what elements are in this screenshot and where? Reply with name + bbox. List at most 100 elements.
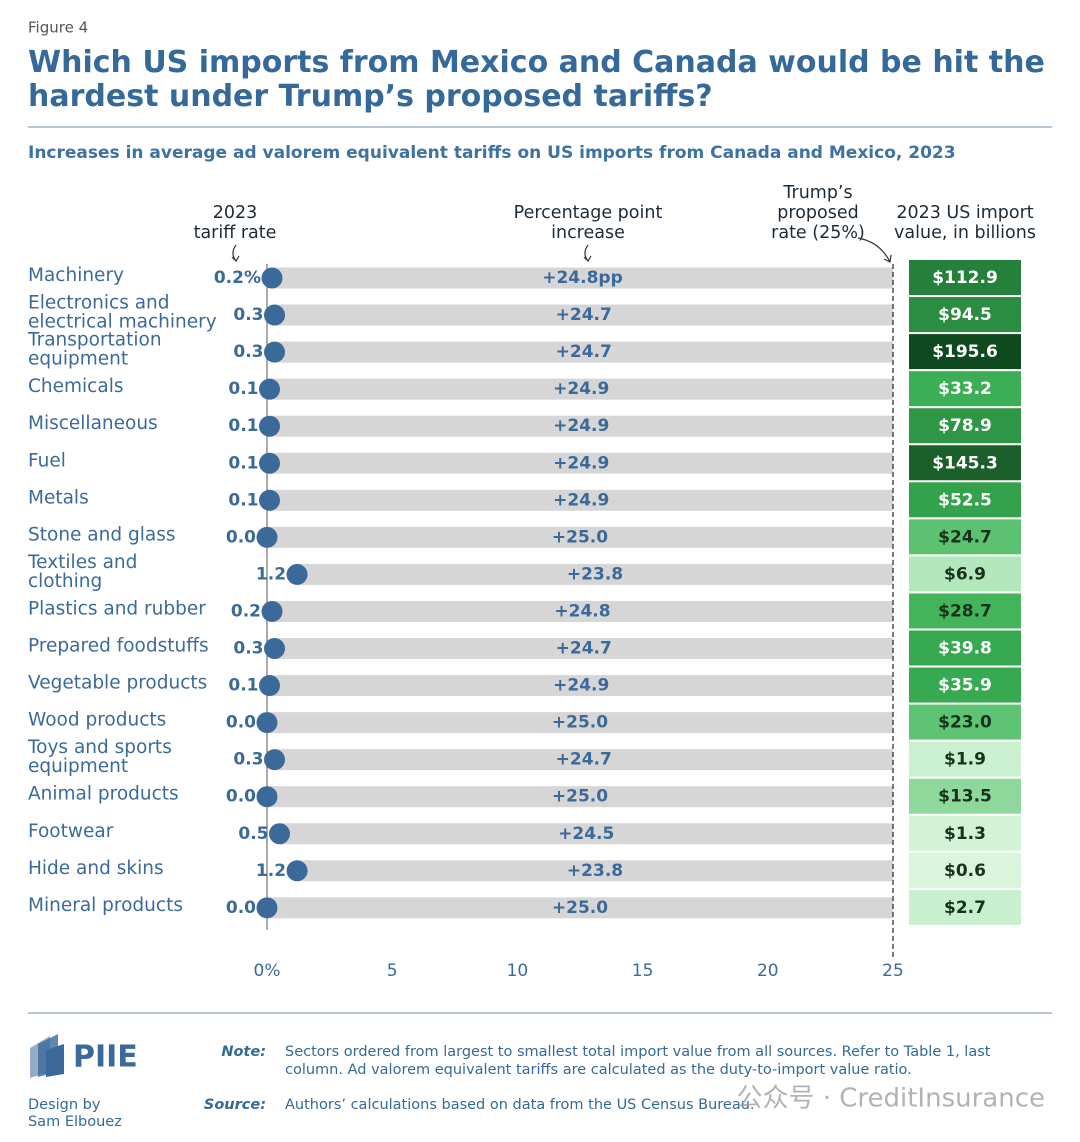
increase-label: +24.7 [556,639,612,659]
rate-dot [256,526,278,548]
series-header: Percentage point increase [514,203,663,243]
rate-dot [259,675,281,697]
figure-label: Figure 4 [28,19,88,37]
rate-label: 0.3 [233,342,263,362]
increase-label: +25.0 [552,527,608,547]
rate-label: 0.1 [228,416,258,436]
import-label: $28.7 [938,601,992,621]
increase-label: +24.7 [556,750,612,770]
increase-label: +24.9 [553,416,609,436]
import-label: $112.9 [932,268,998,288]
arrow [231,244,240,262]
import-box [909,260,1021,295]
note-label: Note: [221,1044,266,1060]
rate-label: 0.0 [226,898,256,918]
increase-label: +23.8 [567,861,623,881]
import-label: $195.6 [932,342,998,362]
logo-text: PIIE [73,1040,138,1075]
category-label: Vegetable products [28,673,207,694]
increase-bar [267,712,893,734]
category-label: Toys and sports equipment [27,737,172,777]
watermark: 公众号 · CreditInsurance [736,1084,1045,1114]
import-label: $2.7 [944,898,986,918]
import-label: $24.7 [938,527,992,547]
x-tick-label: 5 [387,961,398,981]
rate-dot [259,378,281,400]
category-label: Electronics and electrical machinery [28,293,217,333]
import-box [909,630,1021,666]
increase-label: +24.9 [553,676,609,696]
x-tick-label: 0% [254,961,281,981]
increase-label: +24.9 [553,490,609,510]
increase-bar [279,823,893,845]
import-box [909,371,1021,407]
increase-label: +24.5 [558,824,614,844]
increase-bar [274,341,894,363]
rate-label: 0.5 [238,824,268,844]
category-label: Transportation equipment [27,330,162,370]
import-box [909,778,1021,814]
arrow [583,244,592,262]
rate-label: 1.2 [256,861,286,881]
import-label: $145.3 [932,453,998,473]
rate-label: 0.1 [228,490,258,510]
increase-bar [269,489,893,511]
category-label: Mineral products [28,895,183,916]
increase-bar [272,267,893,289]
increase-bar [267,526,893,548]
increase-label: +24.8pp [542,268,623,288]
column-header: 2023 US import value, in billions [894,203,1036,243]
category-label: Metals [28,487,89,508]
rate-label: 0.0 [226,527,256,547]
rate-label: 1.2 [256,564,286,584]
rate-dot [269,823,291,845]
rate-dot [256,897,278,919]
increase-bar [269,378,893,400]
import-box [909,852,1021,888]
increase-bar [274,638,894,659]
import-box [909,482,1021,518]
rate-dot [256,786,278,808]
increase-bar [297,563,894,585]
import-label: $33.2 [938,379,992,399]
source: Authors’ calculations based on data from… [285,1097,755,1113]
increase-bar [269,415,893,437]
rate-dot [259,452,281,474]
rate-label: 0.2% [214,268,261,288]
category-label: Stone and glass [28,524,176,545]
x-tick-label: 15 [632,961,654,981]
chart-subtitle: Increases in average ad valorem equivale… [28,143,956,163]
credit: Design by Sam Elbouez [28,1097,122,1130]
rate-label: 0.3 [233,305,263,325]
increase-label: +25.0 [552,898,608,918]
category-label: Plastics and rubber [28,598,206,619]
source-label: Source: [204,1097,266,1113]
rate-label: 0.1 [228,379,258,399]
increase-bar [267,786,893,808]
increase-label: +24.9 [553,453,609,473]
increase-bar [269,452,893,474]
rate-dot [261,267,283,289]
import-label: $52.5 [938,490,992,510]
import-box [909,519,1021,555]
chart-title: Which US imports from Mexico and Canada … [28,45,1045,114]
rate-dot [259,489,281,511]
rate-dot [264,749,286,771]
import-box [909,889,1021,925]
x-tick-label: 20 [757,961,779,981]
rate-dot [264,341,286,363]
category-label: Hide and skins [28,858,164,879]
category-label: Fuel [28,450,66,471]
increase-label: +24.7 [556,305,612,325]
increase-label: +24.7 [556,342,612,362]
rate-dot [286,563,308,585]
increase-label: +24.8 [554,601,610,621]
import-label: $1.9 [944,750,986,770]
rate-label: 0.2 [231,601,261,621]
import-box [909,815,1021,851]
import-box [909,741,1021,777]
rate-label: 0.1 [228,453,258,473]
category-label: Machinery [28,265,124,286]
logo-icon [30,1034,64,1078]
